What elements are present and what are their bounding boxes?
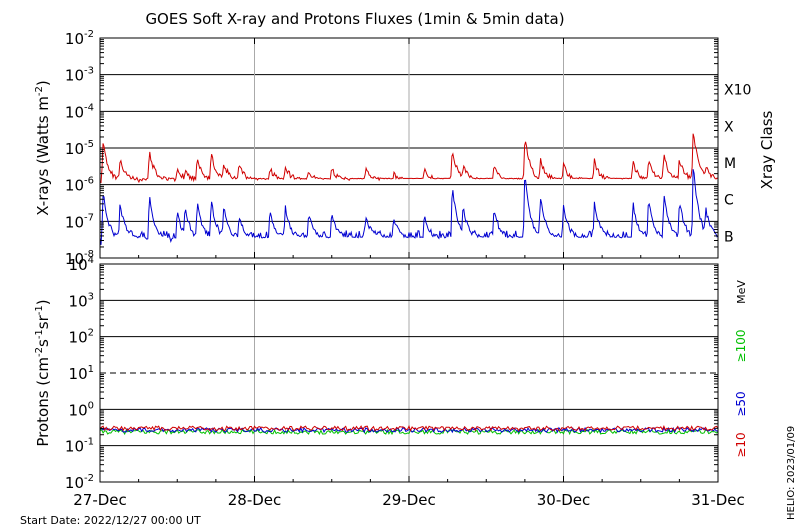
helio-date-label: HELIO: 2023/01/09 [786,426,797,520]
protons-panel: 10-2 10-1 100 101 102 103 104 Protons (cm-2s-1… [34,255,748,492]
chart-title: GOES Soft X-ray and Protons Fluxes (1min… [145,10,564,28]
xray-y-tick-label: 10-6 [65,176,94,195]
protons-y-axis-label: Protons (cm-2s-1sr-1) [34,299,52,446]
protons-y-tick-label: 103 [69,291,94,310]
x-tick-label: 31-Dec [691,491,745,509]
proton-series-line [99,428,719,436]
x-tick-label: 30-Dec [537,491,591,509]
energy-channel-label: ≥10 [734,432,748,457]
xray-y-tick-label: 10-3 [65,66,94,85]
xray-y-tick-label: 10-5 [65,139,94,158]
protons-y-tick-label: 10-1 [65,437,94,456]
x-tick-label: 28-Dec [228,491,282,509]
xray-y-tick-label: 10-4 [65,102,94,121]
xray-y-tick-label: 10-7 [65,212,94,231]
energy-channel-label: ≥100 [734,330,748,363]
x-tick-label: 29-Dec [382,491,436,509]
xray-series-line [99,169,719,245]
protons-y-tick-label: 104 [69,255,94,274]
energy-channel-label: ≥50 [734,391,748,416]
xray-class-label: B [724,229,734,245]
protons-y-tick-label: 100 [69,400,94,419]
xray-panel: 10-8 10-7 10-6 10-5 10-4 10-3 10-2 B C M X X10 X-r… [34,29,776,268]
xray-series-line [99,133,719,184]
start-date-label: Start Date: 2022/12/27 00:00 UT [20,514,201,527]
protons-y-tick-label: 101 [69,364,94,383]
proton-series-line [99,424,719,432]
xray-class-label: C [724,193,734,209]
xray-class-label: M [724,156,736,172]
energy-units-label: MeV [735,280,748,304]
xray-y-axis-label: X-rays (Watts m-2) [34,80,52,215]
xray-y-tick-label: 10-8 [65,249,94,268]
protons-y-tick-label: 10-2 [65,473,94,492]
xray-y-tick-label: 10-2 [65,29,94,48]
xray-class-label: X10 [724,83,751,99]
xray-class-label: X [724,119,734,135]
protons-y-tick-label: 102 [69,328,94,347]
proton-series-line [99,426,719,434]
xray-class-axis-label: Xray Class [758,110,776,189]
x-tick-label: 27-Dec [73,491,127,509]
